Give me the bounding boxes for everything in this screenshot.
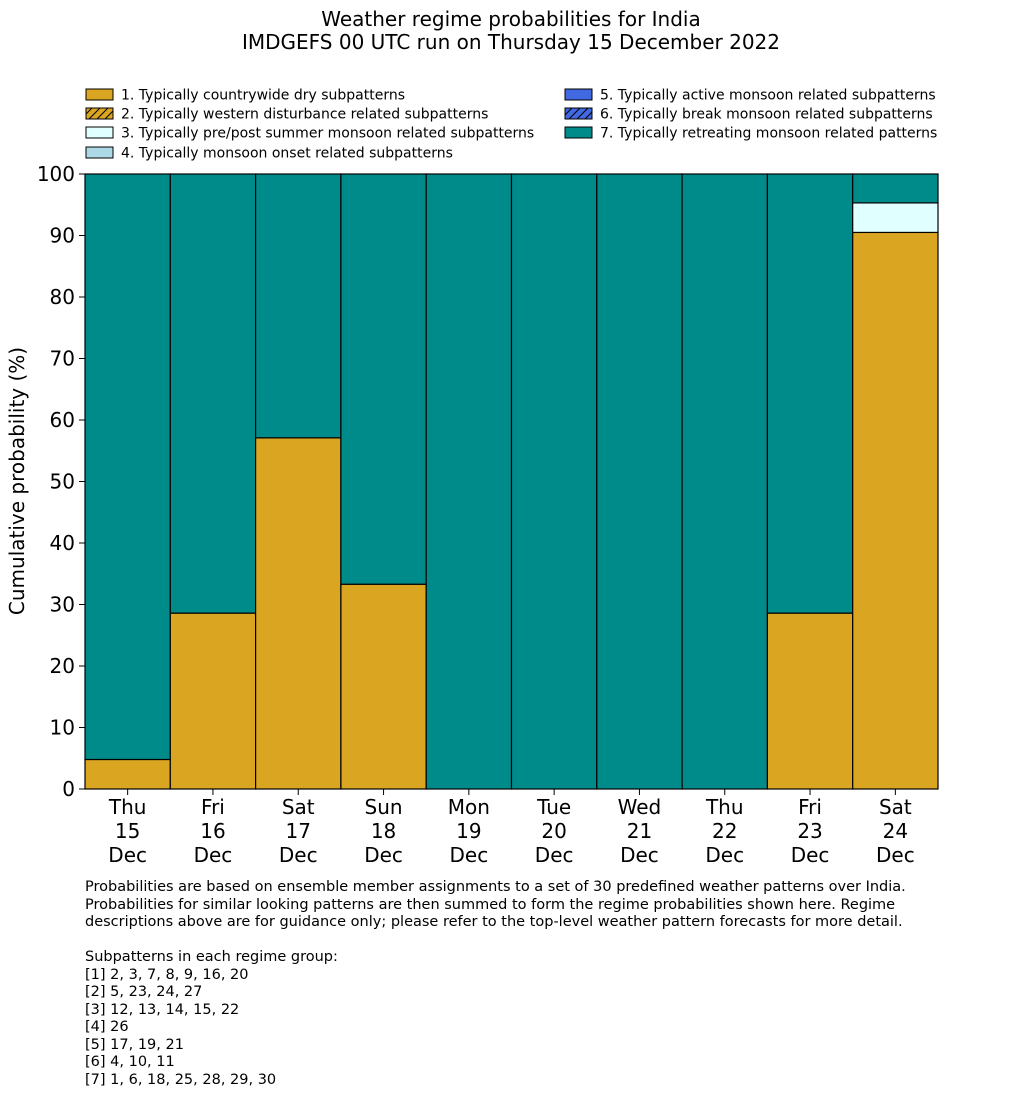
bar-segment-series-7 [510,173,598,790]
x-tick-label: Fri 23 Dec [791,795,830,867]
legend-label: 5. Typically active monsoon related subp… [600,88,936,104]
subpattern-group: [1] 2, 3, 7, 8, 9, 16, 20 [85,966,249,983]
y-tick-label: 20 [50,654,75,678]
legend-label: 3. Typically pre/post summer monsoon rel… [121,126,534,142]
note-line: Probabilities for similar looking patter… [85,896,896,913]
bar-segment-series-1 [766,612,854,790]
y-tick-label: 0 [62,777,75,801]
y-tick-label: 10 [50,716,75,740]
y-tick-label: 50 [50,470,75,494]
subpattern-group: [7] 1, 6, 18, 25, 28, 29, 30 [85,1071,277,1088]
note-line: Probabilities are based on ensemble memb… [85,879,906,895]
chart-subtitle: IMDGEFS 00 UTC run on Thursday 15 Decemb… [242,30,780,54]
x-axis: Thu 15 Dec Fri 16 Dec Sat 17 Dec Sun 18 Dec Mon 19 Dec… [108,789,915,867]
legend-swatch-hatch [565,108,592,119]
bar-segment-series-7 [84,173,171,761]
bar-segment-series-7 [255,173,342,439]
subpatterns-heading: Subpatterns in each regime group: [85,949,338,965]
bar-segment-series-1 [84,758,171,790]
chart-title: Weather regime probabilities for India [321,7,701,31]
y-tick-label: 40 [50,531,75,555]
regime-probability-chart: Weather regime probabilities for India I… [5,7,939,867]
legend-label: 6. Typically break monsoon related subpa… [600,107,933,123]
x-tick-label: Tue 20 Dec [535,795,574,867]
bar-segment-series-7 [340,173,427,585]
note-line: descriptions above are for guidance only… [85,914,903,930]
x-tick-label: Wed 21 Dec [618,795,662,867]
legend-swatch [564,126,593,139]
legend-swatch [85,88,114,101]
bar-segment-series-3 [852,202,939,234]
subpattern-group: [3] 12, 13, 14, 15, 22 [85,1001,240,1018]
bar-segment-series-7 [169,173,257,614]
subpattern-group: [2] 5, 23, 24, 27 [85,984,203,1000]
bar-segment-series-1 [169,612,257,790]
bar-segment-series-7 [852,173,939,204]
plot-frame [84,173,939,790]
bar-segment-series-7 [596,173,683,790]
bar-segment-series-7 [425,173,513,790]
chart-notes: Probabilities are based on ensemble memb… [85,879,1005,1089]
y-tick-label: 60 [50,408,75,432]
bar-segment-series-1 [340,583,427,790]
chart-legend: 1. Typically countrywide dry subpatterns… [85,88,937,162]
legend-swatch-hatch [86,108,113,119]
bar-stacks [84,173,939,790]
y-tick-label: 80 [50,285,75,309]
legend-label: 7. Typically retreating monsoon related … [600,126,937,142]
subpattern-group: [4] 26 [85,1019,129,1035]
legend-label: 2. Typically western disturbance related… [121,107,488,123]
bar-segment-series-1 [255,437,342,790]
legend-swatch [85,146,114,159]
legend-label: 1. Typically countrywide dry subpatterns [121,88,405,104]
subpattern-group: [6] 4, 10, 11 [85,1054,175,1070]
y-axis-label: Cumulative probability (%) [5,347,29,615]
bar-segment-series-7 [766,173,854,614]
x-tick-label: Mon 19 Dec [448,795,490,867]
legend-label: 4. Typically monsoon onset related subpa… [121,146,453,162]
x-tick-label: Thu 15 Dec [108,795,147,867]
y-tick-label: 90 [50,224,75,248]
bar-segment-series-1 [852,231,939,790]
x-tick-label: Sat 17 Dec [279,795,318,867]
subpattern-group: [5] 17, 19, 21 [85,1036,184,1053]
y-axis: 0 10 20 30 40 50 60 70 80 90 100 [37,162,85,801]
y-tick-label: 100 [37,162,75,186]
legend-swatch [564,88,593,101]
x-tick-label: Sat 24 Dec [876,795,915,867]
y-tick-label: 30 [50,593,75,617]
y-tick-label: 70 [50,347,75,371]
x-tick-label: Fri 16 Dec [194,795,233,867]
x-tick-label: Thu 22 Dec [705,795,744,867]
bar-segment-series-7 [681,173,768,790]
x-tick-label: Sun 18 Dec [364,795,403,867]
legend-swatch [85,126,114,139]
